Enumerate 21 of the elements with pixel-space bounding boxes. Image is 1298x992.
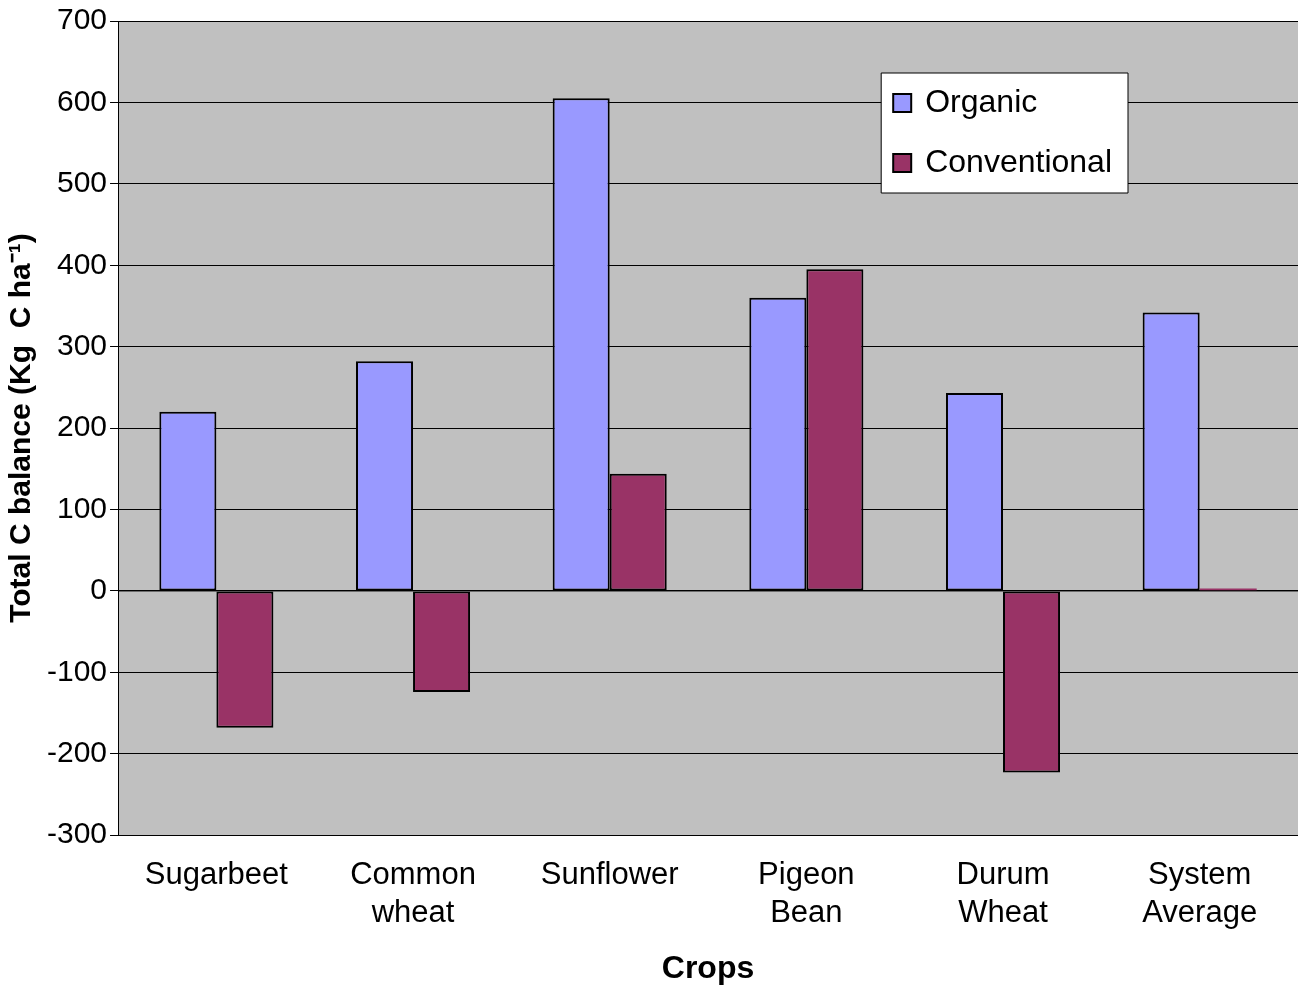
x-tick-label: Sugarbeet	[144, 856, 289, 892]
x-tick-label: Durum Wheat	[956, 856, 1050, 929]
y-tick-label: -100	[47, 653, 108, 687]
x-tick-label: Pigeon Bean	[758, 856, 855, 929]
y-tick-label: 300	[56, 327, 108, 361]
legend-label: Organic	[925, 82, 1038, 119]
y-tick-label: -300	[47, 816, 108, 850]
y-tick-label: 600	[56, 83, 108, 117]
x-tick-label: Common wheat	[350, 856, 476, 929]
y-tick-label: 700	[56, 2, 108, 36]
y-tick-label: 0	[90, 572, 108, 606]
y-tick-label: 100	[56, 490, 108, 524]
y-tick-label: 500	[56, 165, 108, 199]
x-tick-label: Sunflower	[540, 856, 679, 892]
x-axis-title: Crops	[661, 948, 755, 985]
x-tick-label: System Average	[1142, 856, 1258, 929]
y-axis-title: Total C balance (Kg C ha⁻¹)	[3, 233, 37, 623]
y-tick-label: -200	[47, 735, 108, 769]
y-tick-label: 400	[56, 246, 108, 280]
legend-label: Conventional	[925, 142, 1112, 179]
y-tick-label: 200	[56, 409, 108, 443]
